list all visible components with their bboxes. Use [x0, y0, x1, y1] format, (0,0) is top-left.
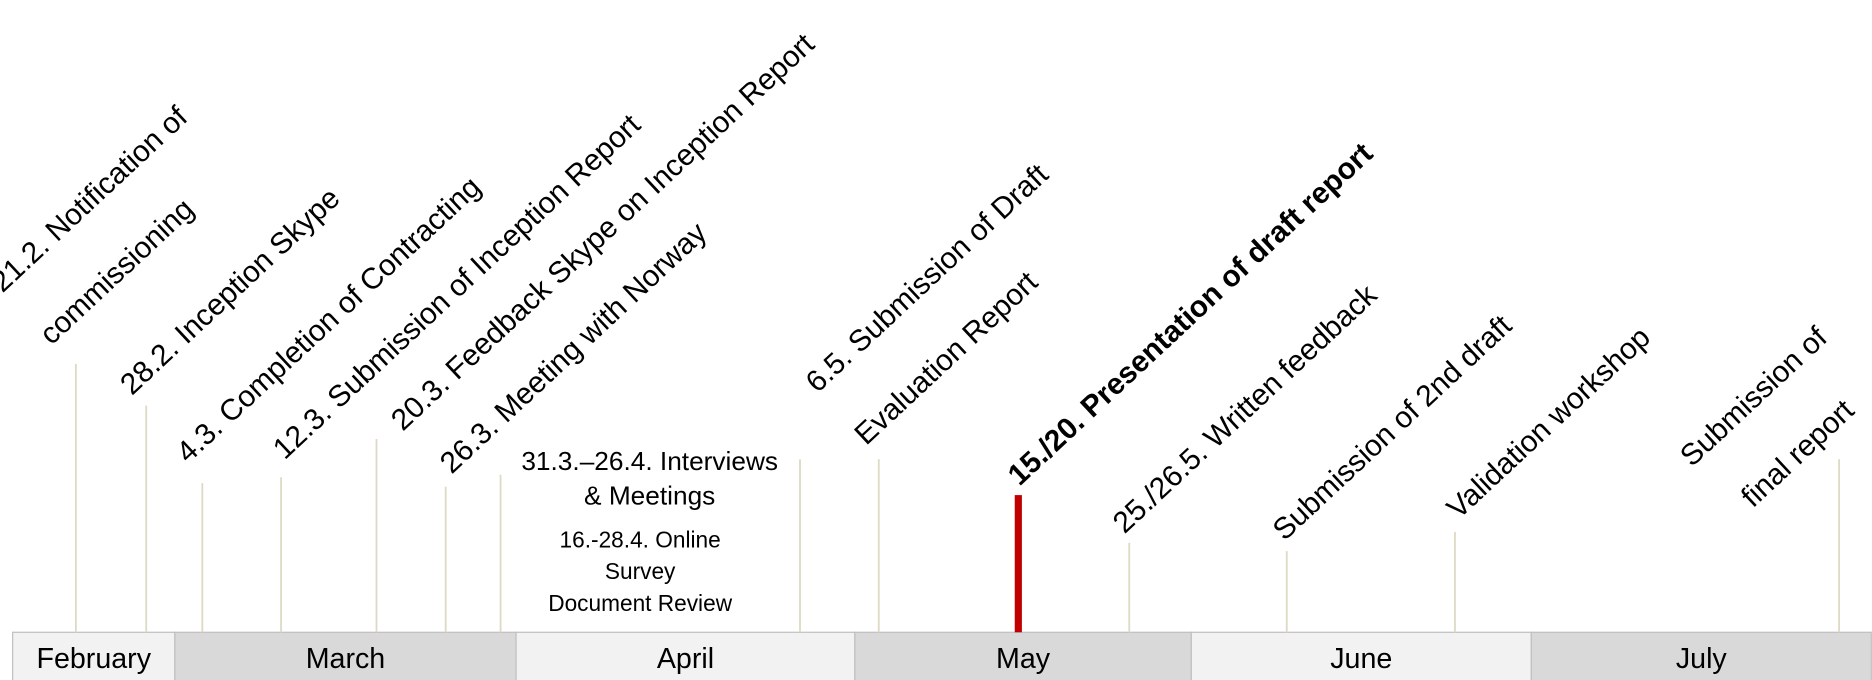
month-label: March	[306, 643, 386, 675]
activity-label: 31.3.–26.4. Interviews	[521, 446, 778, 476]
activity-label: Survey	[605, 558, 676, 584]
month-cell	[1190, 631, 1532, 680]
month-label: April	[657, 643, 714, 675]
milestone-label: 12.3. Submission of Inception Report	[267, 108, 648, 466]
milestone-highlight	[1014, 495, 1022, 633]
milestone: 20.3. Feedback Skype on Inception Report	[385, 27, 821, 437]
activity-label: 16.-28.4. Online	[560, 527, 721, 553]
activity-label: & Meetings	[584, 481, 715, 511]
milestone-label: 28.2. Inception Skype	[114, 182, 346, 402]
milestone: 12.3. Submission of Inception Report	[267, 108, 648, 466]
month-cell	[1530, 631, 1872, 680]
milestone: 25./26.5. Written feedback	[1107, 278, 1384, 539]
milestone-label: 20.3. Feedback Skype on Inception Report	[385, 27, 821, 437]
month-label: June	[1330, 643, 1392, 675]
month-label: May	[996, 643, 1051, 675]
month-cell	[854, 631, 1192, 680]
milestone: 28.2. Inception Skype	[114, 182, 346, 402]
milestone-label: Evaluation Report	[848, 265, 1044, 451]
month-cell	[174, 631, 517, 680]
month-label: February	[36, 643, 151, 675]
month-cell	[12, 631, 176, 680]
milestone-label: 25./26.5. Written feedback	[1107, 278, 1384, 539]
month-cell	[515, 631, 856, 680]
activity-label: Document Review	[548, 590, 732, 616]
month-label: July	[1676, 643, 1728, 675]
